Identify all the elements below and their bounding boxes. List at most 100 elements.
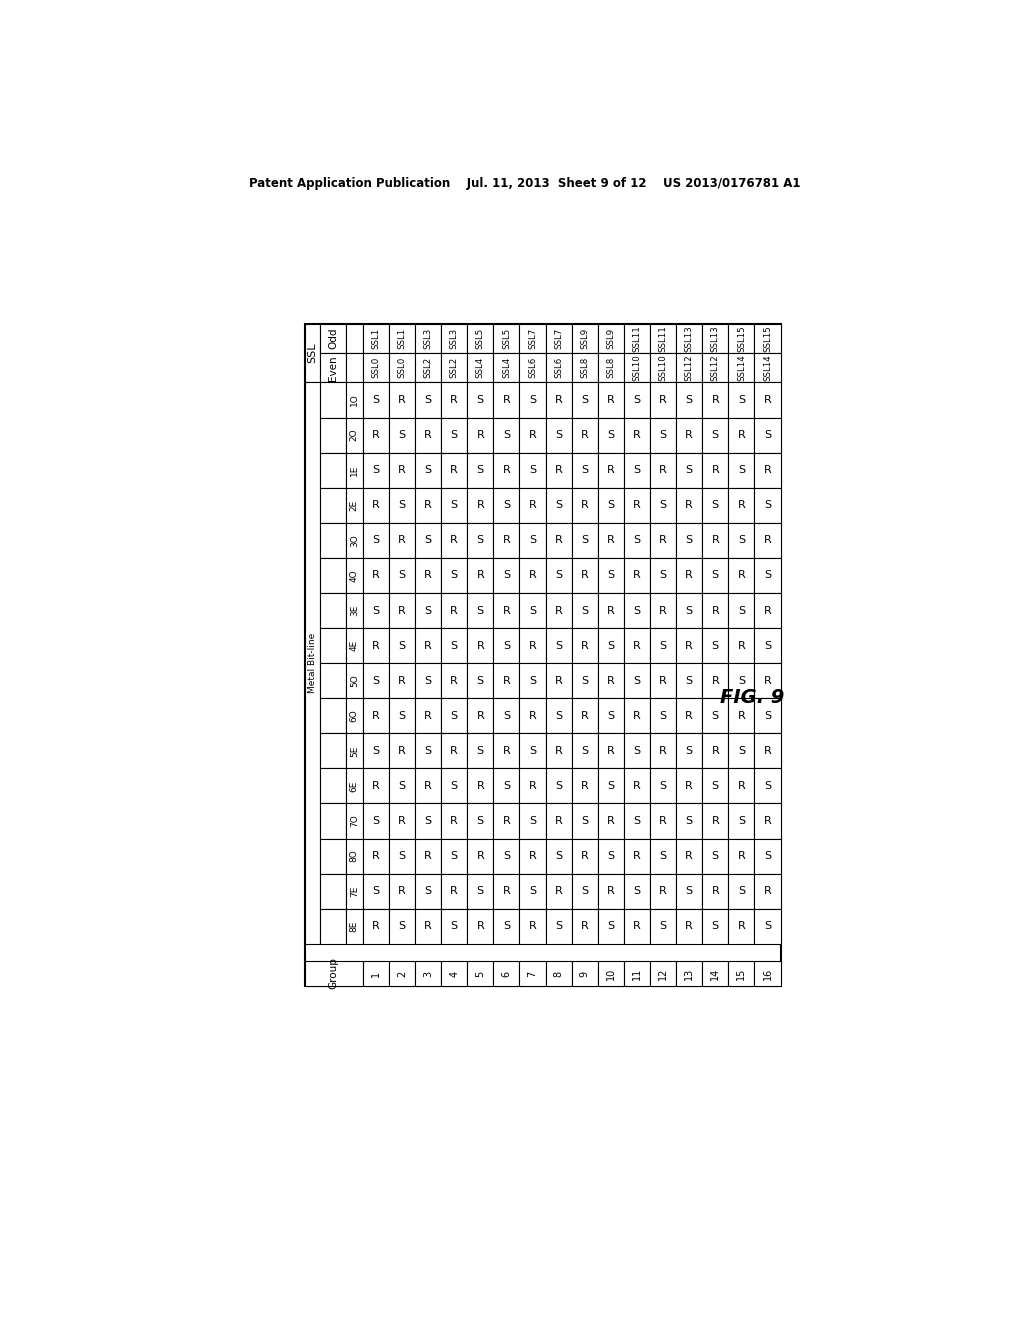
Bar [702, 734, 728, 768]
Text: 4O: 4O [350, 569, 358, 582]
Text: R: R [555, 816, 562, 826]
Text: S: S [529, 886, 537, 896]
Bar [389, 417, 415, 453]
Bar [494, 961, 519, 986]
Bar [519, 874, 546, 908]
Bar [571, 593, 598, 628]
Bar [598, 628, 624, 663]
Text: R: R [764, 395, 771, 405]
Text: S: S [373, 816, 380, 826]
Bar [389, 663, 415, 698]
Bar [546, 628, 571, 663]
Bar [571, 453, 598, 487]
Text: SSL: SSL [307, 343, 317, 363]
Text: R: R [424, 710, 432, 721]
Text: S: S [582, 816, 589, 826]
Bar [571, 354, 598, 383]
Text: R: R [372, 781, 380, 791]
Bar [519, 523, 546, 558]
Text: S: S [607, 570, 614, 581]
Bar [441, 874, 467, 908]
Text: S: S [634, 746, 641, 756]
Text: SSL9: SSL9 [581, 327, 589, 350]
Text: R: R [424, 430, 432, 440]
Bar [467, 354, 494, 383]
Text: S: S [582, 676, 589, 685]
Text: S: S [634, 606, 641, 615]
Text: S: S [503, 781, 510, 791]
Bar [415, 417, 441, 453]
Text: S: S [398, 851, 406, 861]
Bar [441, 663, 467, 698]
Bar [546, 558, 571, 593]
Bar [389, 838, 415, 874]
Text: R: R [503, 676, 510, 685]
Bar [346, 558, 362, 593]
Text: S: S [529, 676, 537, 685]
Text: S: S [712, 781, 719, 791]
Text: S: S [451, 500, 458, 511]
Bar [467, 593, 494, 628]
Text: R: R [633, 640, 641, 651]
Bar [346, 323, 362, 354]
Bar [650, 354, 676, 383]
Bar [519, 453, 546, 487]
Text: R: R [528, 851, 537, 861]
Text: Odd: Odd [328, 327, 338, 350]
Text: Patent Application Publication    Jul. 11, 2013  Sheet 9 of 12    US 2013/017678: Patent Application Publication Jul. 11, … [249, 177, 801, 190]
Bar [346, 734, 362, 768]
Text: SSL2: SSL2 [424, 358, 432, 379]
Bar [676, 593, 702, 628]
Text: R: R [659, 536, 667, 545]
Text: SSL6: SSL6 [528, 358, 537, 379]
Bar [755, 323, 780, 354]
Text: S: S [712, 921, 719, 931]
Text: R: R [633, 781, 641, 791]
Text: R: R [685, 851, 693, 861]
Bar [389, 323, 415, 354]
Text: R: R [607, 676, 614, 685]
Bar [467, 323, 494, 354]
Text: R: R [581, 640, 589, 651]
Bar [650, 961, 676, 986]
Bar [676, 663, 702, 698]
Text: R: R [607, 536, 614, 545]
Text: S: S [477, 465, 484, 475]
Text: R: R [503, 536, 510, 545]
Bar [346, 628, 362, 663]
Bar [441, 383, 467, 417]
Text: R: R [476, 921, 484, 931]
Text: R: R [372, 570, 380, 581]
Text: R: R [659, 606, 667, 615]
Text: S: S [503, 430, 510, 440]
Bar [755, 354, 780, 383]
Text: S: S [425, 676, 432, 685]
Bar [346, 383, 362, 417]
Text: S: S [529, 816, 537, 826]
Bar [362, 593, 389, 628]
Bar [650, 698, 676, 734]
Bar [494, 628, 519, 663]
Text: S: S [607, 781, 614, 791]
Text: S: S [451, 640, 458, 651]
Text: R: R [451, 465, 458, 475]
Bar [650, 804, 676, 838]
Bar [546, 354, 571, 383]
Bar [467, 383, 494, 417]
Text: S: S [503, 640, 510, 651]
Text: S: S [451, 781, 458, 791]
Bar [624, 874, 650, 908]
Text: SSL4: SSL4 [502, 358, 511, 379]
Text: R: R [503, 746, 510, 756]
Text: S: S [503, 921, 510, 931]
Text: R: R [528, 781, 537, 791]
Text: R: R [398, 536, 406, 545]
Bar [467, 804, 494, 838]
Bar [702, 838, 728, 874]
Text: R: R [685, 570, 693, 581]
Bar [728, 804, 755, 838]
Text: S: S [686, 816, 692, 826]
Text: R: R [555, 676, 562, 685]
Text: S: S [477, 746, 484, 756]
Text: R: R [503, 395, 510, 405]
